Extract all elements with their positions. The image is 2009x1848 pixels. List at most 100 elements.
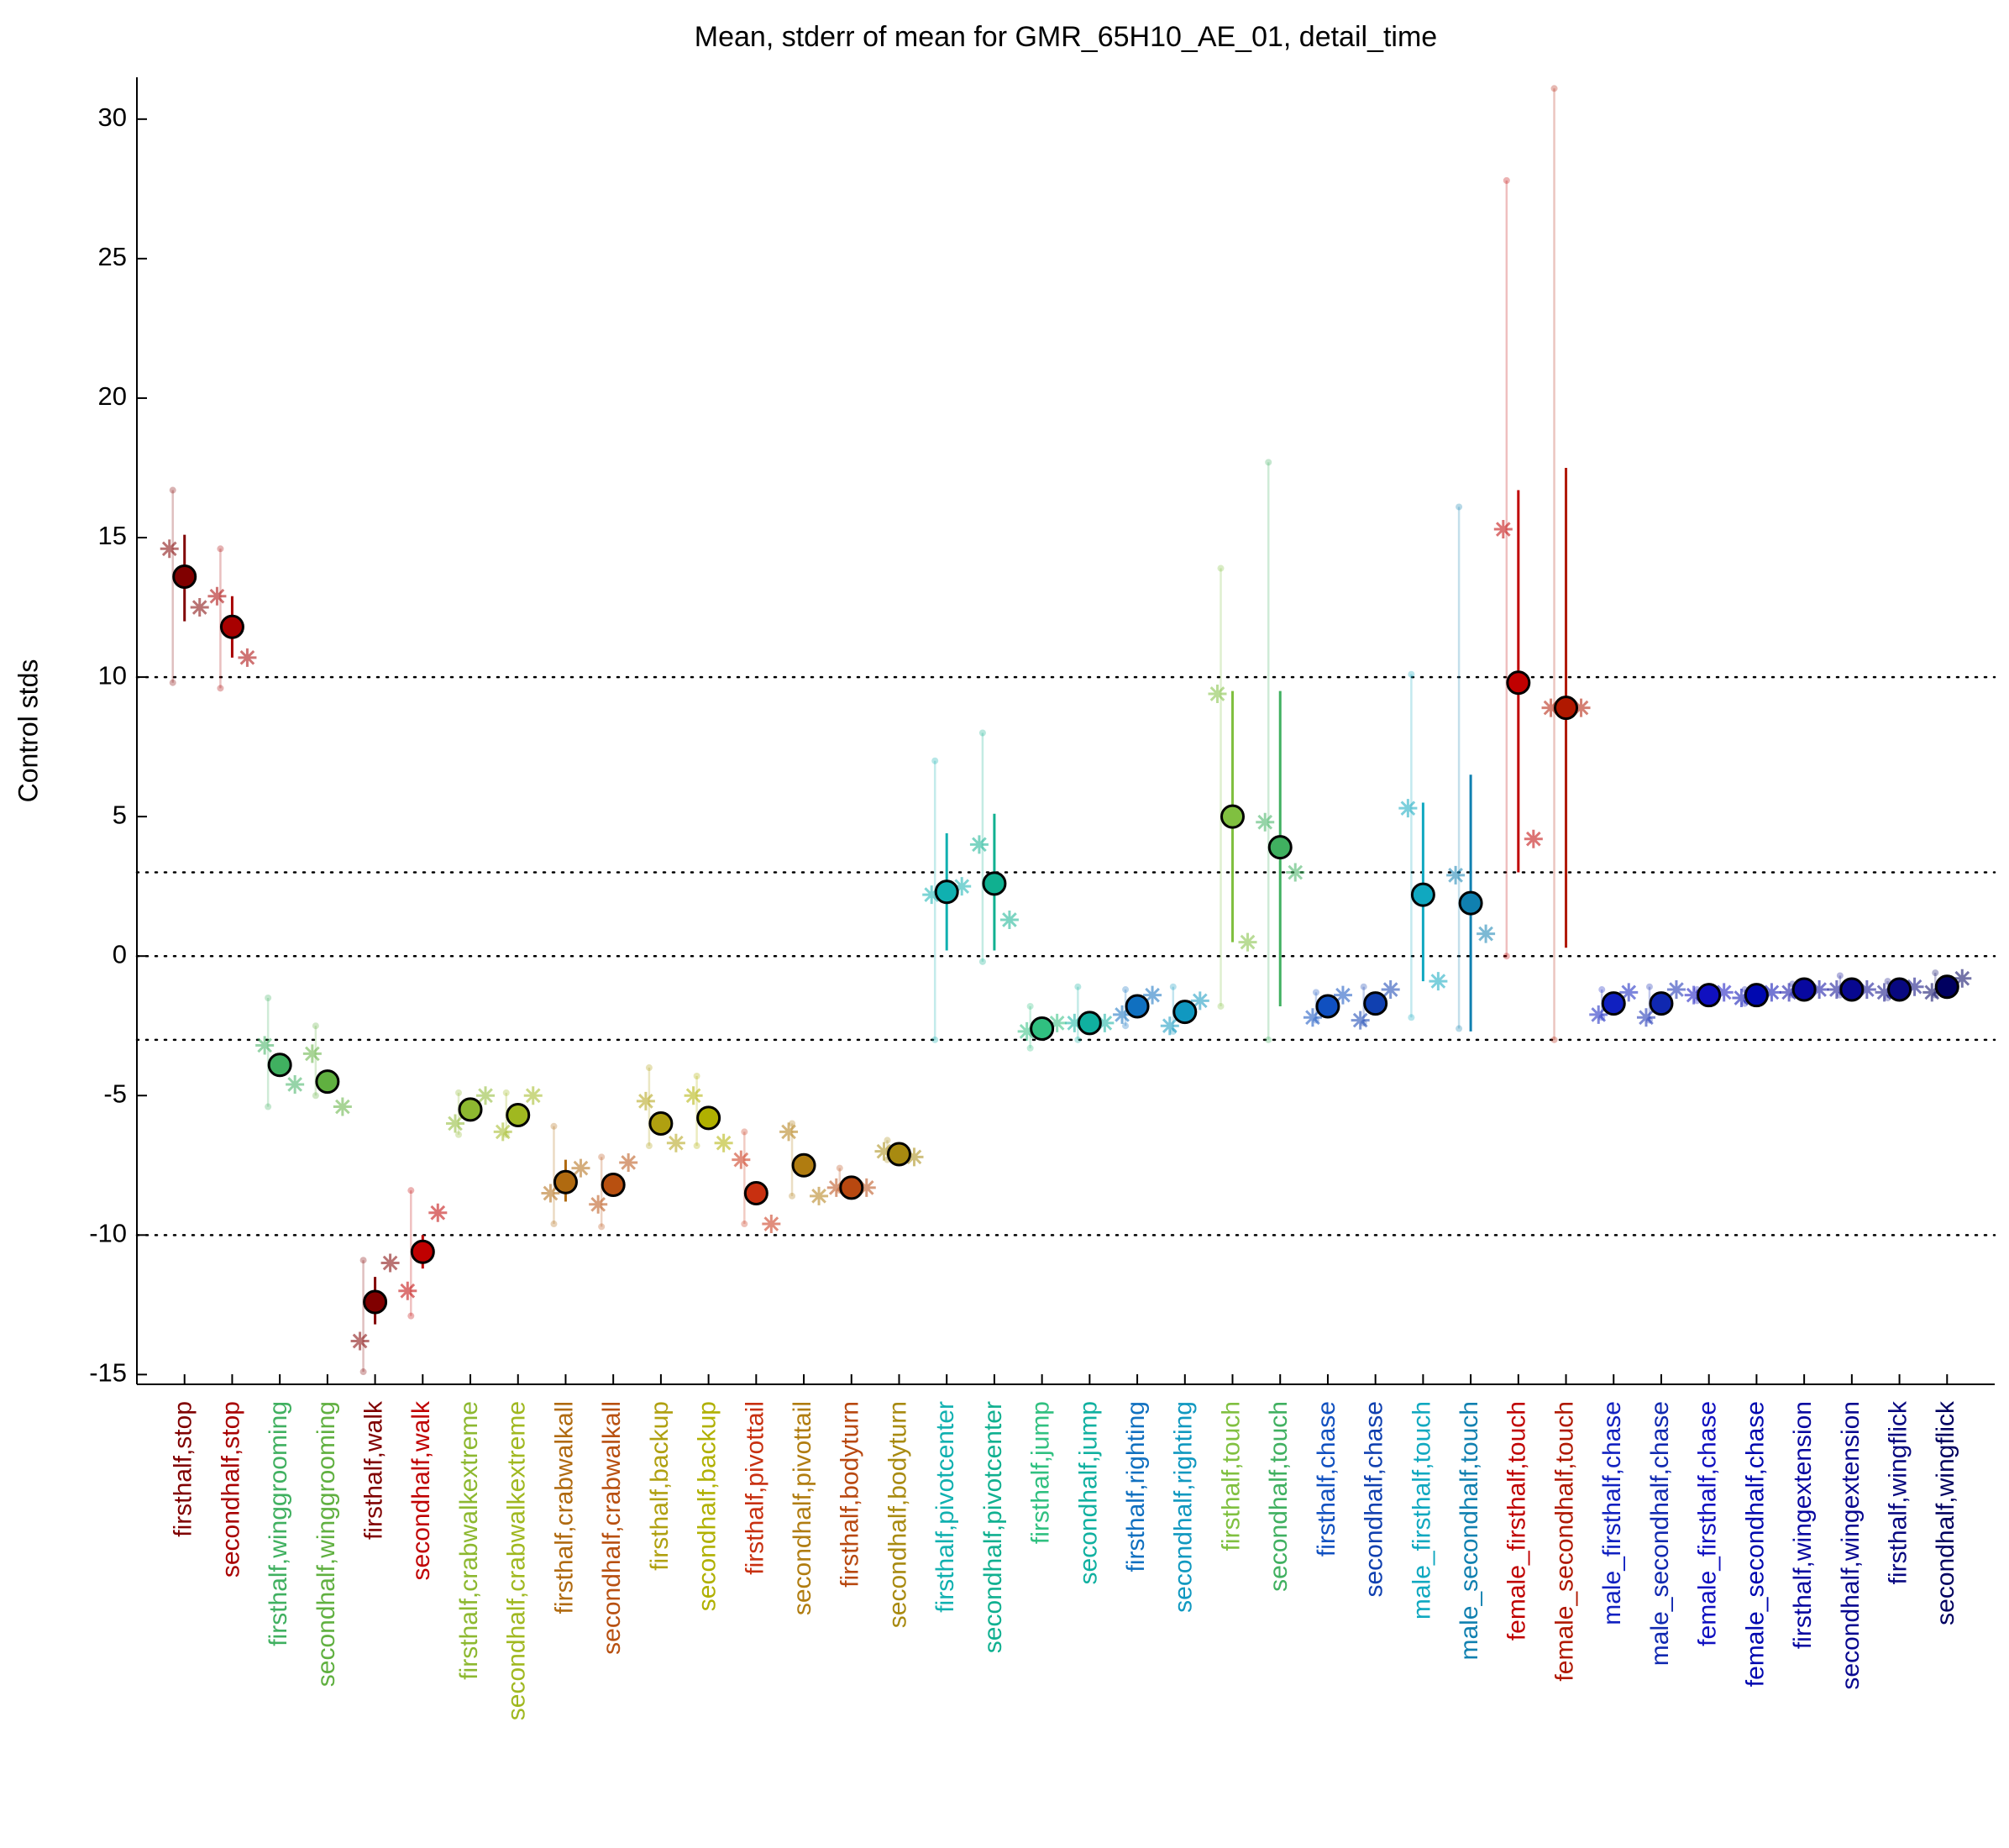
x-tick-label: secondhalf,crabwalkextreme [503,1401,531,1720]
y-tick-label: 0 [113,939,127,969]
range-end [312,1022,319,1030]
individual-star [589,1194,608,1214]
x-tick-label: firsthalf,righting [1122,1401,1150,1572]
y-tick-label: 15 [98,521,127,550]
individual-star [1732,989,1751,1008]
mean-point [553,1169,578,1194]
mean-point [791,1152,816,1178]
mean-point [982,871,1007,896]
individual-star [446,1114,465,1133]
individual-star [1429,972,1448,991]
mean-point [1220,804,1246,829]
range-end [1026,1044,1034,1052]
mean-point [743,1180,768,1205]
range-end [1932,969,1939,977]
x-tick-label: firsthalf,wingflick [1884,1400,1912,1584]
individual-star [1636,1008,1655,1027]
individual-star [810,1186,829,1205]
individual-star [1827,980,1846,1000]
range-end [1550,1036,1558,1043]
individual-star [1922,983,1942,1002]
range-end [1265,1036,1272,1043]
x-tick-label: secondhalf,pivotcenter [979,1401,1007,1653]
range-end [1122,986,1130,994]
individual-star [1017,1021,1036,1041]
range-end [1408,1014,1415,1021]
individual-star [428,1203,448,1222]
individual-star [1762,983,1781,1002]
y-tick-label: 20 [98,381,127,411]
x-tick-label: secondhalf,jump [1074,1401,1102,1584]
x-tick-label: firsthalf,winggrooming [265,1401,292,1646]
range-end [789,1192,796,1200]
individual-star [732,1150,751,1169]
x-tick-label: secondhalf,touch [1265,1401,1293,1592]
range-end [1026,1002,1034,1010]
x-tick-label: female_secondhalf,chase [1741,1401,1769,1687]
range-end [502,1089,510,1096]
y-tick-label: -5 [103,1079,127,1108]
individual-star [1047,1013,1067,1032]
x-tick-label: male_secondhalf,touch [1456,1401,1483,1661]
individual-star [1381,980,1400,1000]
range-end [550,1221,558,1228]
mean-point [1267,835,1293,860]
mean-point [363,1289,388,1315]
x-tick-label: firsthalf,crabwalkextreme [455,1401,483,1680]
individual-star [1524,829,1543,848]
individual-star [826,1178,846,1197]
x-tick-label: female_secondhalf,touch [1550,1401,1578,1682]
mean-point [1458,890,1483,916]
range-end [1074,983,1082,990]
range-end [1645,983,1653,990]
range-end [598,1223,606,1231]
chart-title: Mean, stderr of mean for GMR_65H10_AE_01… [695,21,1437,53]
individual-star [1780,983,1799,1002]
individual-star [1065,1013,1084,1032]
x-tick-label: male_firsthalf,touch [1408,1401,1435,1620]
x-tick-label: firsthalf,touch [1217,1401,1245,1551]
range-end [312,1092,319,1100]
y-tick-label: 30 [98,102,127,132]
individual-star [1810,980,1829,1000]
range-end [645,1142,653,1150]
range-end [1265,459,1272,466]
range-end [1456,1025,1463,1032]
individual-star [684,1086,703,1105]
individual-star [1589,1005,1608,1024]
individual-star [1160,1016,1179,1036]
individual-star [1571,698,1591,717]
individual-star [619,1152,638,1172]
range-end [741,1128,748,1136]
mean-point [1934,974,1959,1000]
y-tick-label: 10 [98,660,127,690]
individual-star [1905,977,1924,996]
individual-star [493,1122,512,1142]
individual-star [1143,985,1162,1005]
y-axis-label: Control stds [13,659,43,803]
individual-star [523,1086,543,1105]
range-end [741,1221,748,1228]
individual-star [238,648,257,667]
x-tick-label: firsthalf,jump [1027,1401,1055,1544]
range-end [693,1073,700,1080]
individual-star [779,1122,799,1142]
range-end [455,1131,463,1138]
range-end [1408,670,1415,678]
individual-star [636,1091,655,1110]
x-tick-label: secondhalf,pivottail [789,1401,816,1615]
mean-point [886,1142,911,1167]
individual-star [1953,969,1972,988]
range-end [1456,503,1463,511]
range-end [645,1064,653,1072]
mean-point [839,1175,864,1200]
x-tick-label: secondhalf,crabwalkall [598,1401,626,1655]
individual-star [1857,980,1876,1000]
individual-star [762,1215,781,1234]
range-end [265,1103,272,1110]
individual-star [1493,520,1513,539]
range-end [931,757,939,764]
individual-star [666,1133,685,1152]
mean-point [696,1105,721,1131]
